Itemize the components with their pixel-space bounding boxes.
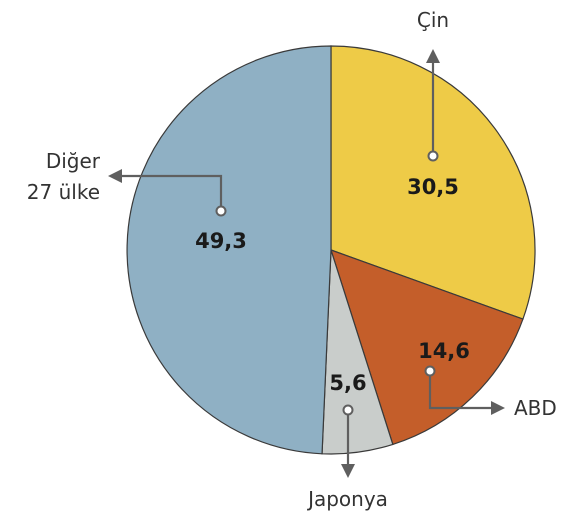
leader-lines	[108, 49, 505, 478]
category-labels: Çin ABD Japonya Diğer 27 ülke	[27, 8, 557, 511]
category-label-japonya: Japonya	[306, 487, 388, 511]
category-label-abd: ABD	[514, 396, 557, 420]
value-label-diger: 49,3	[195, 229, 247, 253]
leader-diger	[108, 169, 227, 217]
pie-slices	[126, 45, 536, 455]
category-label-diger-line2: 27 ülke	[27, 180, 100, 204]
pie-slice-diger-27-ulke	[126, 45, 332, 455]
leader-abd	[424, 365, 505, 415]
value-label-japonya: 5,6	[329, 371, 366, 395]
pie-slice-abd	[330, 249, 524, 446]
leader-japonya	[341, 404, 355, 478]
value-labels: 30,5 14,6 5,6 49,3	[195, 175, 470, 395]
category-label-cin: Çin	[417, 8, 449, 32]
pie-slice-cin	[330, 45, 536, 320]
value-label-cin: 30,5	[407, 175, 459, 199]
value-label-abd: 14,6	[418, 339, 470, 363]
category-label-diger-line1: Diğer	[46, 149, 101, 173]
leader-cin	[426, 49, 440, 162]
